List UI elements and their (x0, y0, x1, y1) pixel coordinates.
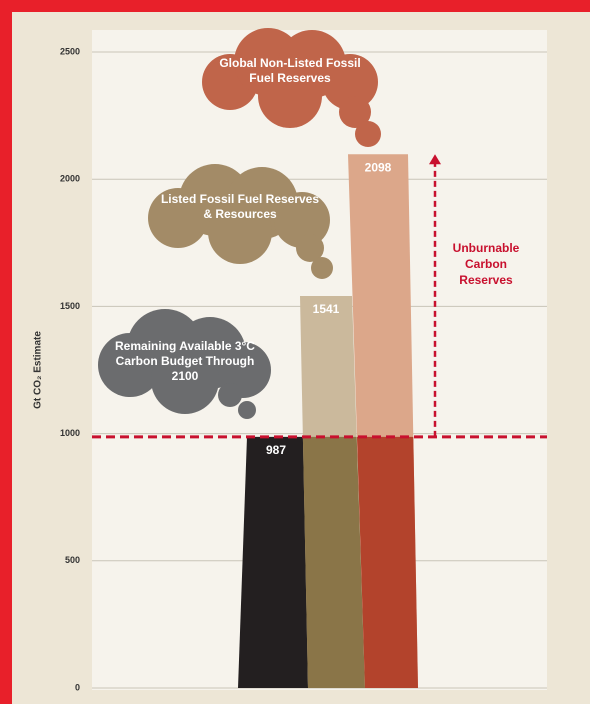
cloud-puff (322, 54, 378, 110)
chimney-base (302, 436, 365, 688)
y-tick-label: 2000 (60, 174, 80, 184)
cloud-puff (238, 401, 256, 419)
y-tick-label: 500 (65, 555, 80, 565)
cloud-puff (339, 96, 371, 128)
cloud-puff (258, 64, 322, 128)
cloud-puff (296, 234, 324, 262)
y-tick-label: 1000 (60, 428, 80, 438)
value-label: 987 (266, 443, 286, 457)
cloud-puff (151, 346, 219, 414)
category-label: Global Non-Listed Fossil Fuel Reserves (219, 56, 361, 85)
cloud (202, 28, 381, 147)
cloud-label-box: Listed Fossil Fuel Reserves & Resources (160, 192, 320, 221)
cloud-puff (208, 200, 272, 264)
value-label: 1541 (313, 302, 340, 316)
cloud-puff (274, 192, 330, 248)
cloud-puff (218, 383, 242, 407)
cloud-label-box: Global Non-Listed Fossil Fuel Reserves (219, 56, 361, 85)
cloud (98, 309, 271, 419)
arrow-head (429, 154, 441, 165)
cloud-puff (311, 257, 333, 279)
annotation-box: Unburnable Carbon Reserves (452, 241, 520, 287)
category-label: Listed Fossil Fuel Reserves & Resources (160, 192, 320, 221)
y-tick-label: 2500 (60, 46, 80, 56)
cloud-puff (355, 121, 381, 147)
value-label: 2098 (365, 160, 392, 174)
chimney (238, 436, 308, 688)
cloud (148, 164, 333, 279)
y-tick-label: 1500 (60, 301, 80, 311)
y-tick-label: 0 (75, 682, 80, 692)
chimney-base (357, 436, 418, 688)
annotation: Unburnable Carbon Reserves (452, 241, 520, 287)
category-label: Remaining Available 3°C Carbon Budget Th… (115, 339, 255, 383)
cloud-label-box: Remaining Available 3°C Carbon Budget Th… (115, 339, 255, 383)
y-axis-label: Gt CO₂ Estimate (33, 331, 44, 409)
